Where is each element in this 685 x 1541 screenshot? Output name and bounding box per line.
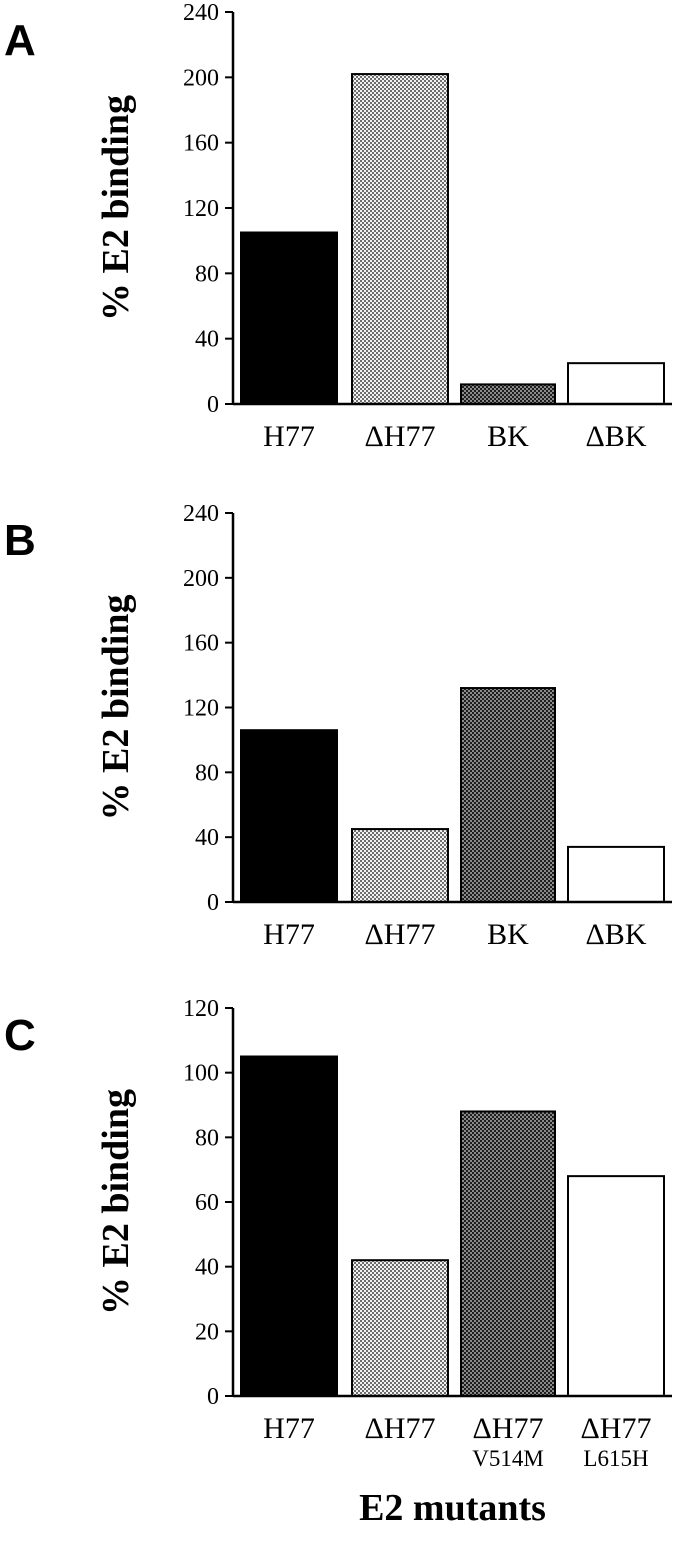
category-label: H77 xyxy=(263,918,315,951)
y-tick-label: 200 xyxy=(183,566,219,592)
category-sublabel: L615H xyxy=(583,1446,648,1471)
y-tick-label: 200 xyxy=(183,65,219,91)
bar-4 xyxy=(567,1175,665,1397)
y-tick-label: 160 xyxy=(183,131,219,157)
bar-1 xyxy=(240,231,338,405)
y-tick-label: 240 xyxy=(183,501,219,527)
chart-panel-b: B % E2 binding 0 40 80 120 160 200 240 H77 ΔH77 BK Δ… xyxy=(4,501,672,951)
y-axis-label: % E2 binding xyxy=(95,595,137,821)
bar-2 xyxy=(351,828,449,903)
y-tick-label: 120 xyxy=(183,196,219,222)
bar-2 xyxy=(351,73,449,405)
category-label: ΔH77 xyxy=(581,1412,652,1445)
y-tick-label: 160 xyxy=(183,631,219,657)
y-tick-label: 40 xyxy=(195,327,219,353)
category-label: ΔH77 xyxy=(473,1412,544,1445)
y-tick-label: 80 xyxy=(195,1125,219,1151)
bar-1 xyxy=(240,1055,338,1397)
y-tick-label: 60 xyxy=(195,1190,219,1216)
bar-4 xyxy=(567,362,665,405)
panel-letter: A xyxy=(4,16,36,65)
bar-2 xyxy=(351,1259,449,1397)
y-tick-label: 20 xyxy=(195,1319,219,1345)
y-tick-label: 0 xyxy=(207,1384,219,1410)
y-tick-label: 120 xyxy=(183,696,219,722)
category-label: ΔH77 xyxy=(365,420,436,453)
category-label: ΔBK xyxy=(586,420,647,453)
y-axis-label: % E2 binding xyxy=(95,95,137,321)
x-axis-label: E2 mutants xyxy=(359,1487,546,1529)
panel-letter: B xyxy=(4,516,36,565)
y-tick-label: 80 xyxy=(195,760,219,786)
y-tick-label: 240 xyxy=(183,0,219,26)
category-label: H77 xyxy=(263,1412,315,1445)
chart-panel-a: A % E2 binding 0 40 80 120 160 200 240 H77 ΔH77 BK Δ… xyxy=(4,0,672,453)
y-tick-label: 40 xyxy=(195,1255,219,1281)
category-label: ΔBK xyxy=(586,918,647,951)
y-axis-label: % E2 binding xyxy=(95,1089,137,1315)
y-tick-label: 120 xyxy=(183,996,219,1022)
bar-3 xyxy=(460,383,556,405)
bar-1 xyxy=(240,729,338,903)
category-label: BK xyxy=(487,918,529,951)
bar-4 xyxy=(567,845,665,903)
category-sublabel: V514M xyxy=(472,1446,544,1471)
y-tick-label: 40 xyxy=(195,825,219,851)
bar-3 xyxy=(460,687,556,903)
y-tick-label: 100 xyxy=(183,1061,219,1087)
y-tick-label: 0 xyxy=(207,890,219,916)
category-label: ΔH77 xyxy=(365,918,436,951)
category-label: BK xyxy=(487,420,529,453)
panel-letter: C xyxy=(4,1011,36,1060)
category-label: ΔH77 xyxy=(365,1412,436,1445)
y-tick-label: 80 xyxy=(195,261,219,287)
bar-3 xyxy=(460,1110,556,1397)
y-tick-label: 0 xyxy=(207,392,219,418)
category-label: H77 xyxy=(263,420,315,453)
